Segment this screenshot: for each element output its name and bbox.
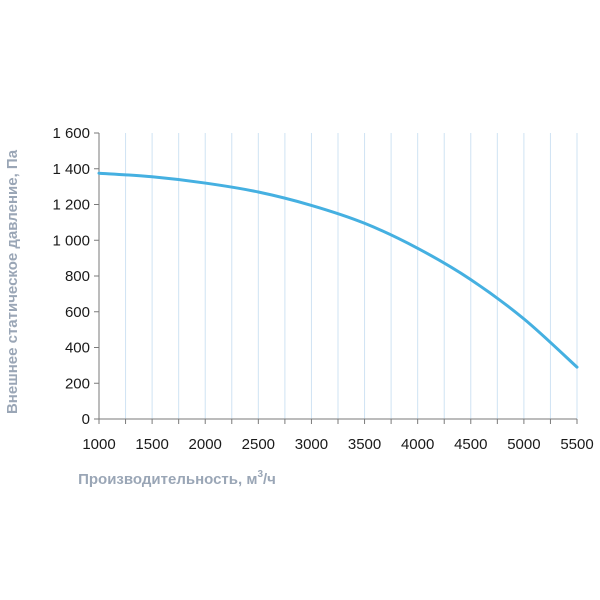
y-tick-label: 1 000 xyxy=(52,232,90,249)
x-axis-title: Производительность, м3/ч xyxy=(78,469,276,488)
y-tick-label: 0 xyxy=(82,411,90,428)
grid xyxy=(125,133,578,419)
y-tick-label: 1 600 xyxy=(52,125,90,142)
x-axis-title-superscript: 3 xyxy=(257,469,263,480)
x-tick-label: 4500 xyxy=(454,436,487,453)
y-tick-label: 800 xyxy=(65,268,90,285)
x-axis-title-suffix: /ч xyxy=(263,471,276,488)
y-axis-title: Внешнее статическое давление, Па xyxy=(4,149,21,414)
y-axis-ticks: 0 200 400 600 800 1 000 1 200 1 400 1 600 xyxy=(52,125,99,428)
y-tick-label: 600 xyxy=(65,304,90,321)
x-tick-label: 5000 xyxy=(507,436,540,453)
x-tick-label: 1500 xyxy=(135,436,168,453)
x-tick-label: 4000 xyxy=(401,436,434,453)
x-axis-title-text: Производительность, м xyxy=(78,471,257,488)
series-group xyxy=(97,171,579,369)
series-line xyxy=(97,171,579,369)
x-tick-label: 1000 xyxy=(82,436,115,453)
x-tick-label: 2500 xyxy=(242,436,275,453)
x-tick-label: 3500 xyxy=(348,436,381,453)
y-tick-label: 400 xyxy=(65,340,90,357)
x-tick-label: 2000 xyxy=(189,436,222,453)
x-axis-ticks: 1000 1500 2000 2500 3000 3500 4000 4500 5000 5500 xyxy=(82,419,594,453)
x-tick-label: 5500 xyxy=(560,436,593,453)
y-tick-label: 200 xyxy=(65,375,90,392)
x-tick-label: 3000 xyxy=(295,436,328,453)
y-tick-label: 1 200 xyxy=(52,197,90,214)
y-tick-label: 1 400 xyxy=(52,161,90,178)
